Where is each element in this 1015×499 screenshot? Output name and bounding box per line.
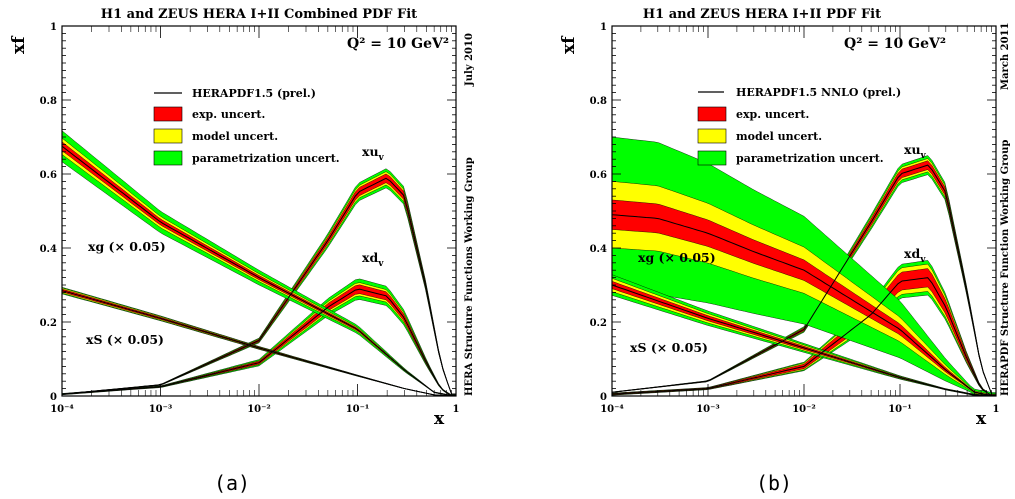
x-tick-label: 10⁻⁴ [50, 404, 74, 415]
panel-a-legend-param: parametrization uncert. [192, 152, 340, 165]
y-tick-label: 0.8 [40, 96, 57, 107]
y-tick-label: 0.8 [590, 96, 607, 107]
panel-a-q2-label: Q² = 10 GeV² [347, 36, 449, 52]
panel-a-label-xg: xg (× 0.05) [88, 239, 166, 254]
y-tick-label: 0.6 [590, 170, 607, 181]
x-tick-label: 1 [993, 404, 1000, 415]
y-tick-label: 1 [50, 22, 57, 33]
panel-a-legend-model-swatch [153, 128, 183, 144]
y-tick-label-zero: 0 [50, 392, 57, 403]
panel-b-legend-exp: exp. uncert. [736, 108, 809, 121]
panel-a-xlabel: x [434, 409, 445, 429]
curve-xuv [611, 164, 996, 395]
panel-b-legend-model: model uncert. [736, 130, 822, 143]
panel-b-label-xg: xg (× 0.05) [638, 250, 716, 265]
y-tick-label: 0.4 [40, 244, 57, 255]
curve-xg [61, 145, 456, 397]
panel-b-caption: (b) [756, 471, 792, 495]
curve-xuv [61, 177, 456, 395]
panel-b-label-xuv: xuv [904, 142, 927, 161]
panel-a-legend-model: model uncert. [192, 130, 278, 143]
panel-a-side-group: HERA Structure Functions Working Group [464, 157, 475, 396]
panel-b-title: H1 and ZEUS HERA I+II PDF Fit [643, 7, 881, 22]
panel-a-label-xuv: xuv [362, 144, 385, 163]
panel-a-title: H1 and ZEUS HERA I+II Combined PDF Fit [101, 7, 417, 22]
y-tick-label: 0.2 [40, 318, 57, 329]
panel-a-legend-param-swatch [153, 150, 183, 166]
panel-a-side-date: July 2010 [464, 33, 475, 87]
panel-a-bands [61, 130, 457, 397]
panel-b-bands [611, 136, 997, 397]
panel-b-label-xdv: xdv [904, 246, 926, 265]
panel-b-legend-param: parametrization uncert. [736, 152, 884, 165]
x-tick-label: 10⁻² [792, 404, 816, 415]
panel-a-label-xs: xS (× 0.05) [86, 332, 164, 347]
panel-a-lines [61, 145, 456, 397]
x-tick-label: 10⁻³ [149, 404, 173, 415]
panel-b-label-xs: xS (× 0.05) [630, 340, 708, 355]
y-tick-label: 0.4 [590, 244, 607, 255]
x-tick-label: 10⁻¹ [888, 404, 912, 415]
y-tick-label-zero: 0 [600, 392, 607, 403]
band-xg-model [61, 137, 457, 397]
curve-xg [611, 214, 996, 397]
panel-b-legend-model-swatch [697, 128, 727, 144]
panel-a-caption: (a) [214, 471, 250, 495]
panel-b-q2-label: Q² = 10 GeV² [844, 36, 946, 52]
panel-a-ticks: 0.2 0.4 0.6 0.8 1 10⁻⁴ 10⁻³ 10⁻² 10⁻¹ 1 0 [40, 22, 460, 415]
curve-xdv [61, 288, 456, 397]
x-tick-label: 10⁻² [247, 404, 271, 415]
curve-xS [61, 290, 456, 397]
panel-b-legend-central: HERAPDF1.5 NNLO (prel.) [736, 86, 901, 99]
panel-b-legend-param-swatch [697, 150, 727, 166]
panel-a-label-xdv: xdv [362, 250, 384, 269]
panel-b-legend-exp-swatch [697, 106, 727, 122]
panel-a-legend-exp-swatch [153, 106, 183, 122]
panel-b-side-group: HERAPDF Structure Function Working Group [1000, 140, 1011, 396]
x-tick-label: 10⁻³ [696, 404, 720, 415]
x-tick-label: 1 [453, 404, 460, 415]
panel-a: 0.2 0.4 0.6 0.8 1 10⁻⁴ 10⁻³ 10⁻² 10⁻¹ 1 0 H1 and Z… [9, 7, 475, 429]
panel-b-xlabel: x [976, 409, 987, 429]
panel-b-ylabel: xf [559, 35, 579, 54]
panel-a-ylabel: xf [9, 35, 29, 54]
y-tick-label: 0.6 [40, 170, 57, 181]
panel-b-lines [611, 164, 996, 397]
curve-xS [611, 284, 996, 397]
panel-a-legend: HERAPDF1.5 (prel.) exp. uncert. model un… [153, 87, 340, 166]
panel-b: 0.2 0.4 0.6 0.8 1 10⁻⁴ 10⁻³ 10⁻² 10⁻¹ 1 0 H1 and Z… [559, 7, 1011, 429]
y-tick-label: 1 [600, 22, 607, 33]
panel-b-legend: HERAPDF1.5 NNLO (prel.) exp. uncert. mod… [697, 86, 901, 166]
band-xg-param [61, 130, 457, 397]
y-tick-label: 0.2 [590, 318, 607, 329]
curve-xdv [611, 277, 996, 397]
x-tick-label: 10⁻⁴ [600, 404, 624, 415]
panel-b-ticks: 0.2 0.4 0.6 0.8 1 10⁻⁴ 10⁻³ 10⁻² 10⁻¹ 1 0 [590, 22, 1000, 415]
panel-a-legend-central: HERAPDF1.5 (prel.) [192, 87, 316, 100]
x-tick-label: 10⁻¹ [346, 404, 370, 415]
panel-b-side-date: March 2011 [1000, 23, 1011, 91]
panel-a-legend-exp: exp. uncert. [192, 108, 265, 121]
